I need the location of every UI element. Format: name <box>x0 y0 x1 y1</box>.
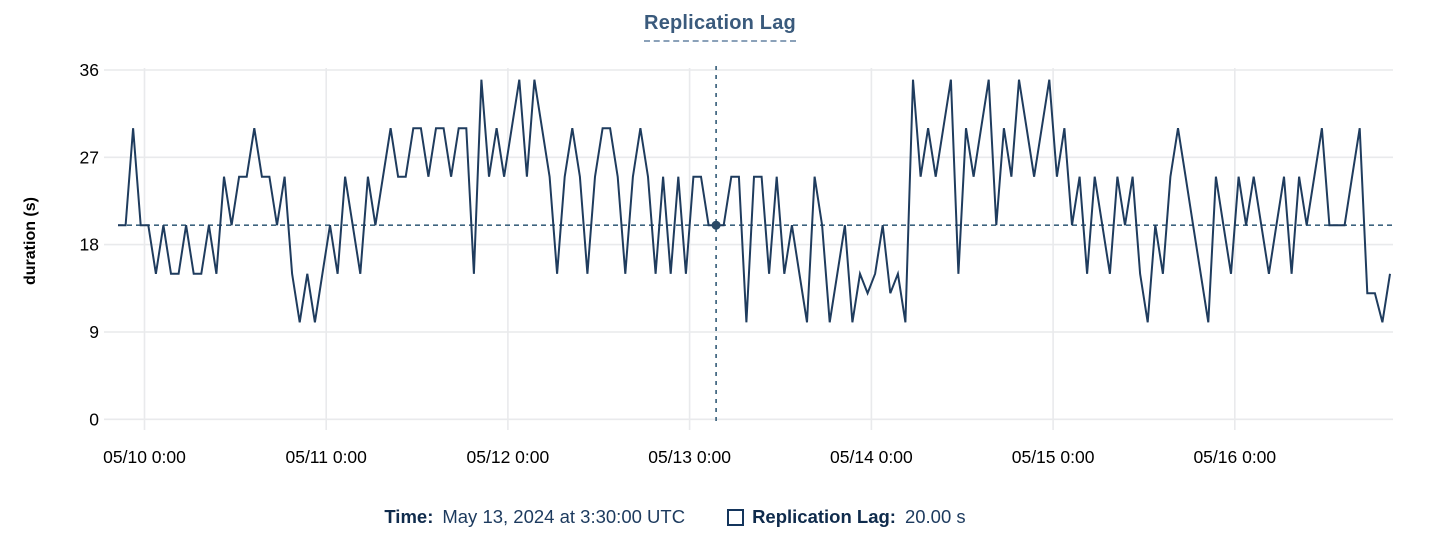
replication-lag-line-chart[interactable]: 0 9 18 27 36 05/10 0:00 05/11 0:00 05/12 0:00 05… <box>0 0 1440 492</box>
series-swatch-icon[interactable] <box>727 508 745 526</box>
chart-title-row: Replication Lag <box>0 12 1440 42</box>
x-tick-label: 05/16 0:00 <box>1193 447 1276 467</box>
chart-title[interactable]: Replication Lag <box>644 12 796 42</box>
y-tick-label: 0 <box>89 409 99 429</box>
y-tick-label: 9 <box>89 322 99 342</box>
x-tick-label: 05/11 0:00 <box>285 447 367 467</box>
tooltip-time-label: Time: <box>384 506 434 527</box>
tooltip-series-label: Replication Lag: <box>752 506 896 527</box>
y-tick-label: 27 <box>80 147 99 167</box>
y-tick-label: 36 <box>80 60 99 80</box>
crosshair-dot-icon <box>711 220 721 230</box>
x-tick-label: 05/14 0:00 <box>830 447 913 467</box>
x-tick-label: 05/10 0:00 <box>103 447 186 467</box>
tooltip-bar: Time: May 13, 2024 at 3:30:00 UTC Replic… <box>0 506 1395 528</box>
series-line <box>118 79 1391 323</box>
x-tick-label: 05/12 0:00 <box>467 447 550 467</box>
x-tick-label: 05/15 0:00 <box>1012 447 1095 467</box>
x-tick-label: 05/13 0:00 <box>648 447 731 467</box>
tooltip-time-value: May 13, 2024 at 3:30:00 UTC <box>442 506 686 527</box>
tooltip-series-value: 20.00 s <box>904 506 966 527</box>
y-tick-label: 18 <box>80 235 99 255</box>
